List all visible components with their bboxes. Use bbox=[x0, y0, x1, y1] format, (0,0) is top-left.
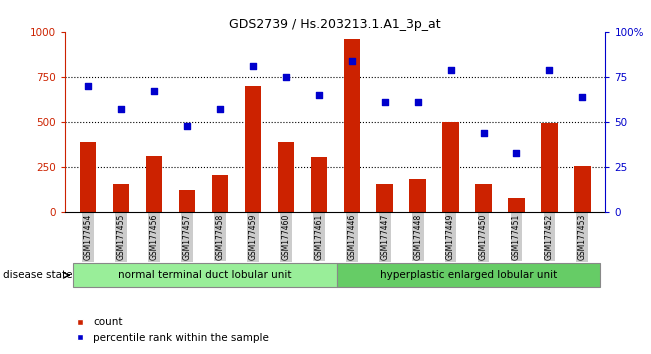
Bar bbox=[574, 166, 590, 212]
Bar bbox=[113, 184, 130, 212]
Bar bbox=[245, 86, 261, 212]
Bar bbox=[179, 190, 195, 212]
Bar bbox=[409, 179, 426, 212]
Bar bbox=[344, 39, 360, 212]
Point bbox=[511, 150, 521, 156]
Bar bbox=[442, 122, 459, 212]
Point bbox=[149, 88, 159, 94]
Title: GDS2739 / Hs.203213.1.A1_3p_at: GDS2739 / Hs.203213.1.A1_3p_at bbox=[229, 18, 441, 31]
Point bbox=[281, 74, 291, 80]
Point bbox=[380, 99, 390, 105]
Bar bbox=[277, 142, 294, 212]
Bar bbox=[146, 155, 162, 212]
Point bbox=[116, 107, 126, 112]
Bar bbox=[475, 184, 492, 212]
Point bbox=[413, 99, 423, 105]
Point bbox=[544, 67, 555, 73]
Point bbox=[346, 58, 357, 64]
Bar bbox=[376, 183, 393, 212]
Bar bbox=[541, 123, 558, 212]
Point bbox=[478, 130, 489, 136]
Point bbox=[445, 67, 456, 73]
Point bbox=[247, 63, 258, 69]
Point bbox=[314, 92, 324, 98]
Legend: count, percentile rank within the sample: count, percentile rank within the sample bbox=[70, 313, 273, 347]
Bar bbox=[74, 263, 337, 287]
Text: normal terminal duct lobular unit: normal terminal duct lobular unit bbox=[118, 270, 292, 280]
Bar bbox=[337, 263, 600, 287]
Point bbox=[577, 94, 588, 100]
Text: disease state: disease state bbox=[3, 270, 73, 280]
Point bbox=[83, 83, 93, 89]
Bar bbox=[508, 198, 525, 212]
Bar bbox=[80, 142, 96, 212]
Bar bbox=[212, 175, 229, 212]
Text: hyperplastic enlarged lobular unit: hyperplastic enlarged lobular unit bbox=[380, 270, 557, 280]
Point bbox=[215, 107, 225, 112]
Bar bbox=[311, 157, 327, 212]
Point bbox=[182, 123, 192, 129]
